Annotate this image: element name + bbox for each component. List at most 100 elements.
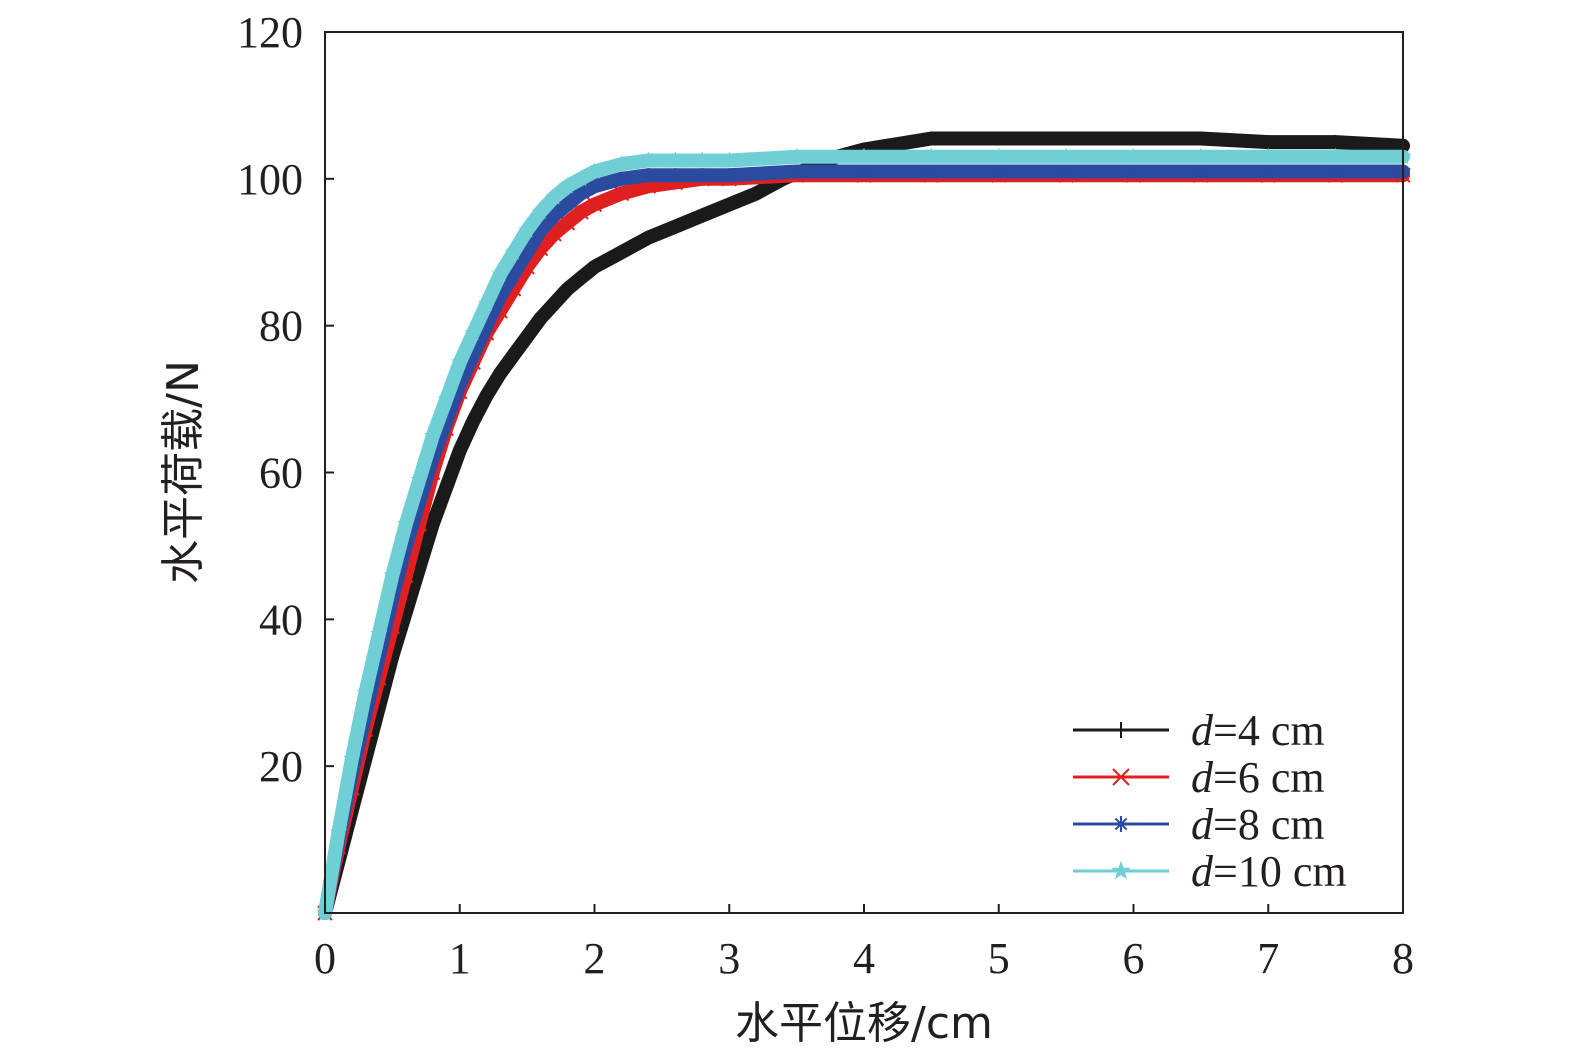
series-marker: [924, 131, 939, 146]
series-marker: [1111, 860, 1131, 880]
y-tick-label: 80: [259, 302, 303, 351]
series-marker: [1193, 164, 1208, 179]
legend-item: d=10 cm: [1073, 847, 1347, 896]
series-marker: [452, 443, 467, 458]
series-marker: [1057, 147, 1075, 165]
series-marker: [1326, 147, 1345, 165]
series-marker: [397, 514, 415, 532]
series-marker: [668, 219, 683, 234]
series-marker: [749, 186, 764, 201]
series-marker: [720, 151, 738, 168]
series-marker: [1112, 768, 1130, 786]
series-marker: [1124, 147, 1143, 165]
series-marker: [356, 683, 375, 701]
series-marker: [506, 348, 521, 363]
series-marker: [855, 147, 873, 165]
series-marker: [573, 204, 589, 220]
x-tick-label: 6: [1123, 934, 1145, 983]
legend-label-value: =6 cm: [1213, 753, 1325, 802]
series-marker: [989, 147, 1008, 165]
series-marker: [668, 168, 683, 183]
series-marker: [1059, 131, 1074, 146]
series-marker: [558, 177, 577, 194]
x-tick-label: 8: [1392, 934, 1414, 983]
series-marker: [545, 188, 563, 205]
series-marker: [466, 414, 481, 429]
series-marker: [639, 151, 658, 168]
series-marker: [1126, 164, 1141, 179]
series-marker: [343, 749, 361, 767]
y-tick-label: 40: [259, 595, 303, 644]
legend: d=4 cmd=6 cmd=8 cmd=10 cm: [1073, 706, 1347, 896]
series-marker: [641, 168, 656, 183]
x-tick-label: 0: [314, 934, 336, 983]
ticks-layer: 0 1 2 3 4 5 6 7 8 20 40 60 80 100 120: [237, 8, 1414, 983]
series-marker: [450, 353, 469, 370]
series-marker: [504, 243, 523, 260]
legend-item: d=4 cm: [1073, 706, 1325, 755]
series-marker: [693, 151, 711, 168]
series-marker: [410, 470, 429, 488]
series-marker: [425, 516, 440, 531]
legend-label-variable: d: [1191, 800, 1214, 849]
series-marker: [612, 154, 631, 172]
x-tick-label: 3: [718, 934, 740, 983]
series-4: [316, 147, 1412, 921]
series-marker: [991, 131, 1006, 146]
y-tick-label: 120: [237, 8, 303, 57]
x-axis-title: 水平位移/cm: [735, 998, 993, 1049]
series-marker: [614, 171, 629, 186]
y-axis-title: 水平荷载/N: [158, 360, 209, 584]
legend-label-value: =10 cm: [1213, 847, 1347, 896]
series-marker: [464, 323, 482, 341]
series-marker: [991, 164, 1006, 179]
series-line: [318, 149, 1410, 920]
x-tick-label: 5: [988, 934, 1010, 983]
series-marker: [1059, 164, 1074, 179]
series-marker: [329, 823, 348, 840]
series-marker: [520, 329, 535, 344]
series-marker: [370, 624, 388, 642]
legend-label-variable: d: [1191, 753, 1214, 802]
series-marker: [493, 366, 508, 381]
series-marker: [922, 147, 941, 165]
x-tick-label: 2: [584, 934, 606, 983]
series-marker: [547, 208, 562, 223]
series-marker: [560, 197, 575, 212]
series-marker: [479, 388, 494, 403]
legend-label-value: =8 cm: [1213, 800, 1325, 849]
series-marker: [572, 169, 590, 187]
series-marker: [437, 389, 455, 407]
series-marker: [586, 196, 603, 213]
y-tick-label: 60: [259, 449, 303, 498]
x-tick-label: 7: [1257, 934, 1279, 983]
series-marker: [722, 168, 737, 183]
series-marker: [1113, 816, 1129, 832]
legend-label: d=4 cm: [1191, 706, 1325, 755]
series-marker: [1261, 135, 1276, 150]
legend-item: d=8 cm: [1073, 800, 1325, 849]
series-layer: [316, 131, 1412, 921]
series-marker: [1113, 722, 1129, 738]
series-marker: [614, 245, 629, 260]
series-marker: [587, 259, 602, 274]
series-marker: [574, 270, 589, 285]
series-marker: [787, 147, 806, 165]
legend-label-variable: d: [1191, 706, 1214, 755]
series-marker: [585, 162, 604, 179]
series-marker: [560, 281, 575, 296]
y-tick-label: 20: [259, 742, 303, 791]
series-marker: [789, 164, 804, 179]
series-marker: [518, 221, 536, 238]
legend-label: d=10 cm: [1191, 847, 1347, 896]
series-marker: [641, 230, 656, 245]
series-marker: [613, 185, 630, 202]
series-marker: [1192, 147, 1210, 165]
series-marker: [1328, 164, 1343, 179]
series-marker: [531, 202, 550, 220]
legend-item: d=6 cm: [1073, 753, 1325, 802]
series-marker: [1126, 131, 1141, 146]
legend-label-variable: d: [1191, 847, 1214, 896]
legend-label: d=8 cm: [1191, 800, 1325, 849]
series-marker: [491, 265, 509, 282]
